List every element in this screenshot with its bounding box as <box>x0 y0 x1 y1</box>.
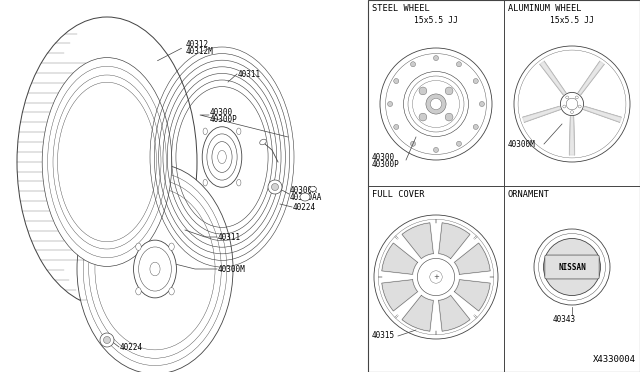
Circle shape <box>403 71 468 137</box>
Circle shape <box>374 215 498 339</box>
Bar <box>368 0 640 372</box>
Circle shape <box>271 183 278 190</box>
Polygon shape <box>584 106 621 122</box>
Polygon shape <box>382 280 417 311</box>
Ellipse shape <box>218 150 227 164</box>
Text: 15x5.5 JJ: 15x5.5 JJ <box>550 16 594 25</box>
Polygon shape <box>438 295 470 331</box>
Polygon shape <box>402 295 433 331</box>
Circle shape <box>445 113 453 121</box>
Ellipse shape <box>136 243 141 250</box>
Circle shape <box>456 62 461 67</box>
Ellipse shape <box>237 128 241 135</box>
Circle shape <box>419 113 427 121</box>
Circle shape <box>410 141 415 146</box>
Circle shape <box>430 99 442 110</box>
Ellipse shape <box>150 262 160 276</box>
Text: 40343: 40343 <box>552 315 575 324</box>
Text: FULL COVER: FULL COVER <box>372 190 424 199</box>
Ellipse shape <box>310 186 317 192</box>
Text: +: + <box>433 274 439 280</box>
Circle shape <box>410 62 415 67</box>
Text: 40300A: 40300A <box>290 186 317 195</box>
Text: 40315: 40315 <box>372 331 395 340</box>
Ellipse shape <box>203 179 207 186</box>
Text: NISSAN: NISSAN <box>558 263 586 272</box>
Circle shape <box>417 259 454 296</box>
Circle shape <box>456 141 461 146</box>
Ellipse shape <box>77 164 233 372</box>
Circle shape <box>473 78 478 84</box>
Ellipse shape <box>17 17 197 307</box>
Text: 40300: 40300 <box>210 108 233 116</box>
Polygon shape <box>578 61 604 95</box>
Polygon shape <box>382 243 417 275</box>
Circle shape <box>388 102 392 106</box>
Circle shape <box>543 238 600 295</box>
Text: 40312: 40312 <box>186 39 209 48</box>
Polygon shape <box>523 106 561 122</box>
Circle shape <box>268 180 282 194</box>
Ellipse shape <box>300 193 310 201</box>
Ellipse shape <box>136 288 141 295</box>
Circle shape <box>419 87 427 95</box>
Text: ORNAMENT: ORNAMENT <box>508 190 550 199</box>
Ellipse shape <box>203 128 207 135</box>
Circle shape <box>534 229 610 305</box>
Circle shape <box>433 147 438 153</box>
Text: 40300M: 40300M <box>218 264 246 273</box>
Circle shape <box>561 92 584 116</box>
Text: 40311: 40311 <box>218 232 241 241</box>
Circle shape <box>394 78 399 84</box>
Polygon shape <box>438 223 470 259</box>
Text: 40311: 40311 <box>238 70 261 78</box>
Circle shape <box>104 337 111 343</box>
Polygon shape <box>570 117 575 155</box>
Text: 40300P: 40300P <box>372 160 400 169</box>
Ellipse shape <box>237 179 241 186</box>
Circle shape <box>445 87 453 95</box>
Circle shape <box>394 125 399 129</box>
Text: 40300M: 40300M <box>508 140 536 148</box>
Polygon shape <box>454 243 490 275</box>
Polygon shape <box>454 280 490 311</box>
Text: X4330004: X4330004 <box>593 355 636 364</box>
Text: 40300: 40300 <box>372 153 395 161</box>
Text: 40224: 40224 <box>293 202 316 212</box>
Text: 40300AA: 40300AA <box>290 192 323 202</box>
Circle shape <box>473 125 478 129</box>
Circle shape <box>100 333 114 347</box>
Ellipse shape <box>42 58 172 266</box>
Ellipse shape <box>134 240 177 298</box>
Ellipse shape <box>260 139 266 145</box>
Polygon shape <box>540 61 566 95</box>
Polygon shape <box>402 223 433 259</box>
Circle shape <box>380 48 492 160</box>
Ellipse shape <box>169 243 174 250</box>
Ellipse shape <box>202 127 242 187</box>
Circle shape <box>479 102 484 106</box>
Text: 40224: 40224 <box>120 343 143 352</box>
Circle shape <box>433 55 438 61</box>
Circle shape <box>426 94 446 114</box>
Text: 40312M: 40312M <box>186 46 214 55</box>
Ellipse shape <box>169 288 174 295</box>
Text: 40300P: 40300P <box>210 115 237 124</box>
Text: STEEL WHEEL: STEEL WHEEL <box>372 4 429 13</box>
Text: 15x5.5 JJ: 15x5.5 JJ <box>414 16 458 25</box>
Text: ALUMINUM WHEEL: ALUMINUM WHEEL <box>508 4 582 13</box>
Circle shape <box>514 46 630 162</box>
FancyBboxPatch shape <box>545 255 599 279</box>
